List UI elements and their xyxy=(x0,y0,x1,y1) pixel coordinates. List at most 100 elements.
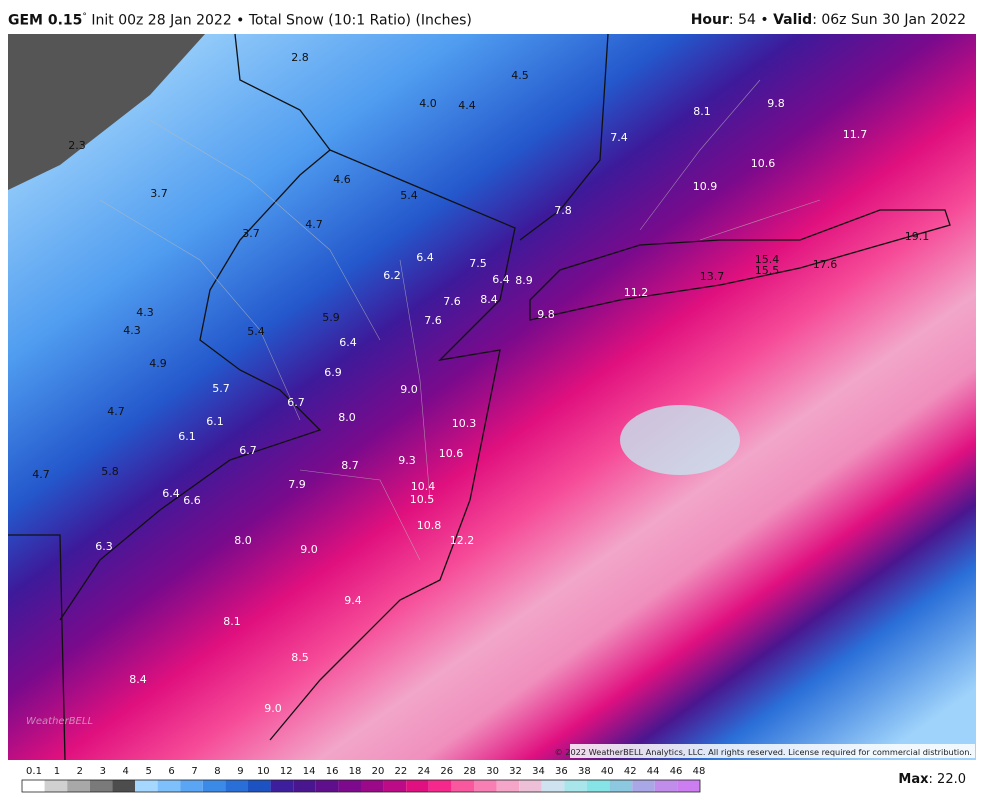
snow-total-label: 8.9 xyxy=(515,274,533,287)
colorbar-tick-label: 28 xyxy=(463,766,476,777)
snow-total-label: 8.4 xyxy=(129,673,147,686)
colorbar-tick-label: 0.1 xyxy=(26,766,42,777)
colorbar-tick-label: 44 xyxy=(647,766,660,777)
colorbar-swatch xyxy=(541,780,565,792)
colorbar-tick-label: 34 xyxy=(532,766,545,777)
colorbar-swatch xyxy=(225,780,248,792)
snow-total-label: 10.6 xyxy=(751,157,776,170)
colorbar-tick-label: 16 xyxy=(326,766,339,777)
colorbar-swatch xyxy=(67,780,90,792)
max-number: : 22.0 xyxy=(929,772,966,787)
snow-total-label: 7.8 xyxy=(554,204,572,217)
colorbar-tick-label: 4 xyxy=(123,766,129,777)
colorbar-swatch xyxy=(361,780,384,792)
colorbar-swatch xyxy=(474,780,497,792)
colorbar-tick-label: 9 xyxy=(237,766,243,777)
snow-total-label: 9.0 xyxy=(400,383,418,396)
valid-label: Valid xyxy=(773,12,813,28)
colorbar-tick-label: 2 xyxy=(77,766,83,777)
snow-total-label: 17.6 xyxy=(813,258,838,271)
colorbar-tick-label: 3 xyxy=(100,766,106,777)
snow-total-label: 9.8 xyxy=(537,308,555,321)
colorbar-tick-label: 18 xyxy=(349,766,362,777)
hour-label: Hour xyxy=(690,12,729,28)
snow-total-label: 10.4 xyxy=(411,480,436,493)
light-area xyxy=(620,405,740,475)
snow-total-label: 4.5 xyxy=(511,69,529,82)
county-lines xyxy=(99,79,821,561)
max-value: Max: 22.0 xyxy=(898,772,966,787)
colorbar-frame xyxy=(21,779,701,793)
snow-total-label: 8.0 xyxy=(338,411,356,424)
snow-total-label: 4.4 xyxy=(458,99,476,112)
snow-total-label: 7.4 xyxy=(610,131,628,144)
colorbar-swatch xyxy=(519,780,542,792)
snow-total-label: 7.5 xyxy=(469,257,487,270)
coastline xyxy=(269,149,516,741)
snow-total-label: 9.3 xyxy=(398,454,416,467)
description: Init 00z 28 Jan 2022 • Total Snow (10:1 … xyxy=(91,12,472,29)
snow-total-label: 10.8 xyxy=(417,519,442,532)
snow-total-label: 8.1 xyxy=(223,615,241,628)
degree: ° xyxy=(82,12,87,22)
colorbar-tick-label: 36 xyxy=(555,766,568,777)
valid-value: : 06z Sun 30 Jan 2022 xyxy=(812,12,966,28)
snow-total-label: 6.6 xyxy=(183,494,201,507)
snow-total-label: 15.4 xyxy=(755,253,780,266)
snow-total-label: 19.1 xyxy=(905,230,930,243)
colorbar-tick-label: 6 xyxy=(168,766,174,777)
colorbar-tick-label: 38 xyxy=(578,766,591,777)
snow-total-label: 4.0 xyxy=(419,97,437,110)
watermark: WeatherBELL xyxy=(26,716,93,727)
snow-total-label: 8.7 xyxy=(341,459,359,472)
snow-total-label: 6.1 xyxy=(178,430,196,443)
colorbar-tick-label: 46 xyxy=(670,766,683,777)
snow-total-label: 9.0 xyxy=(264,702,282,715)
copyright-bg xyxy=(570,744,975,758)
snow-total-label: 6.1 xyxy=(206,415,224,428)
snow-total-label: 15.5 xyxy=(755,264,780,277)
snow-total-label: 4.9 xyxy=(149,357,167,370)
snow-total-label: 9.8 xyxy=(767,97,785,110)
snow-total-label: 4.7 xyxy=(305,218,323,231)
colorbar-swatch xyxy=(383,780,407,792)
colorbar-tick-label: 10 xyxy=(257,766,270,777)
max-label: Max xyxy=(898,772,929,787)
snow-total-label: 8.4 xyxy=(480,293,498,306)
long-island xyxy=(529,209,951,321)
snow-total-label: 8.1 xyxy=(693,105,711,118)
snow-total-label: 4.3 xyxy=(123,324,141,337)
colorbar-swatch xyxy=(270,780,294,792)
colorbar-swatch xyxy=(293,780,316,792)
colorbar-tick-label: 48 xyxy=(693,766,706,777)
colorbar-swatch xyxy=(315,780,339,792)
colorbar-swatch xyxy=(677,780,700,792)
colorbar-tick-label: 7 xyxy=(191,766,197,777)
snow-total-label: 9.0 xyxy=(300,543,318,556)
colorbar-swatch xyxy=(135,780,158,792)
snow-total-label: 2.3 xyxy=(68,139,86,152)
colorbar-swatch xyxy=(564,780,587,792)
snow-total-label: 5.8 xyxy=(101,465,119,478)
snow-total-label: 4.7 xyxy=(107,405,125,418)
snow-total-label: 2.8 xyxy=(291,51,309,64)
snow-total-label: 6.3 xyxy=(95,540,113,553)
snow-total-label: 4.7 xyxy=(32,468,50,481)
colorbar-tick-label: 12 xyxy=(280,766,293,777)
colorbar-swatch xyxy=(89,780,113,792)
snow-total-label: 7.6 xyxy=(443,295,461,308)
colorbar-swatch xyxy=(451,780,474,792)
colorbar-tick-label: 20 xyxy=(372,766,385,777)
snow-total-label: 6.7 xyxy=(287,396,305,409)
snow-total-label: 7.6 xyxy=(424,314,442,327)
snow-total-label: 4.3 xyxy=(136,306,154,319)
snow-total-label: 6.2 xyxy=(383,269,401,282)
colorbar-swatch xyxy=(496,780,520,792)
snow-total-label: 3.7 xyxy=(242,227,260,240)
snow-total-label: 3.7 xyxy=(150,187,168,200)
colorbar-swatch xyxy=(180,780,203,792)
model-name: GEM 0.15 xyxy=(8,12,83,29)
snow-total-label: 11.7 xyxy=(843,128,868,141)
colorbar-swatch xyxy=(22,780,45,792)
